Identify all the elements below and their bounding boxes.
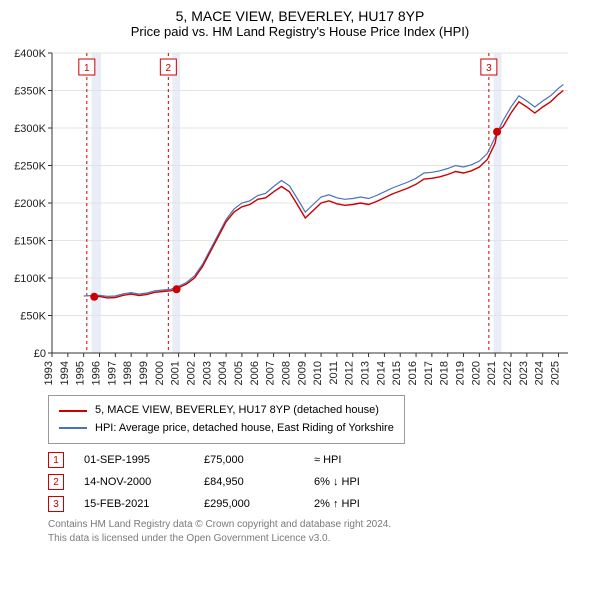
- svg-text:1996: 1996: [90, 361, 102, 385]
- svg-text:£150K: £150K: [14, 236, 46, 248]
- annotation-delta: 2% ↑ HPI: [314, 498, 360, 510]
- svg-text:1: 1: [84, 63, 90, 74]
- svg-text:£0: £0: [34, 348, 46, 360]
- svg-text:2016: 2016: [407, 361, 419, 385]
- svg-text:2000: 2000: [154, 361, 166, 385]
- legend-label-red: 5, MACE VIEW, BEVERLEY, HU17 8YP (detach…: [95, 402, 379, 420]
- svg-text:1998: 1998: [122, 361, 134, 385]
- legend-row-blue: HPI: Average price, detached house, East…: [59, 420, 394, 438]
- svg-text:£50K: £50K: [20, 311, 46, 323]
- annotation-row: 3 15-FEB-2021 £295,000 2% ↑ HPI: [48, 496, 592, 512]
- svg-text:£350K: £350K: [14, 86, 46, 98]
- svg-text:2021: 2021: [486, 361, 498, 385]
- svg-text:2017: 2017: [423, 361, 435, 385]
- annotation-price: £295,000: [204, 498, 294, 510]
- svg-text:2019: 2019: [455, 361, 467, 385]
- svg-text:2: 2: [166, 63, 172, 74]
- line-chart-svg: £0 £50K £100K £150K £200K £250K £300K £350K £400…: [8, 47, 568, 387]
- svg-text:1999: 1999: [138, 361, 150, 385]
- svg-text:2007: 2007: [265, 361, 277, 385]
- legend-swatch-blue: [59, 427, 87, 429]
- legend-row-red: 5, MACE VIEW, BEVERLEY, HU17 8YP (detach…: [59, 402, 394, 420]
- annotation-date: 14-NOV-2000: [84, 476, 184, 488]
- svg-text:2002: 2002: [185, 361, 197, 385]
- annotation-price: £75,000: [204, 454, 294, 466]
- svg-text:2006: 2006: [249, 361, 261, 385]
- svg-text:2025: 2025: [550, 361, 562, 385]
- annotation-row: 1 01-SEP-1995 £75,000 ≈ HPI: [48, 452, 592, 468]
- annotation-price: £84,950: [204, 476, 294, 488]
- chart-area: £0 £50K £100K £150K £200K £250K £300K £350K £400…: [8, 47, 592, 387]
- svg-text:2003: 2003: [201, 361, 213, 385]
- annotations-list: 1 01-SEP-1995 £75,000 ≈ HPI 2 14-NOV-2000 £84,…: [48, 452, 592, 512]
- svg-text:1993: 1993: [43, 361, 55, 385]
- svg-text:1997: 1997: [106, 361, 118, 385]
- svg-text:2001: 2001: [170, 361, 182, 385]
- svg-text:2014: 2014: [375, 361, 387, 385]
- svg-text:2011: 2011: [328, 361, 340, 385]
- svg-text:2022: 2022: [502, 361, 514, 385]
- annotation-marker: 2: [48, 474, 64, 490]
- license-line-2: This data is licensed under the Open Gov…: [48, 532, 592, 546]
- chart-title: 5, MACE VIEW, BEVERLEY, HU17 8YP: [8, 8, 592, 24]
- svg-text:2012: 2012: [344, 361, 356, 385]
- annotation-delta: 6% ↓ HPI: [314, 476, 360, 488]
- svg-text:2010: 2010: [312, 361, 324, 385]
- annotation-date: 01-SEP-1995: [84, 454, 184, 466]
- legend: 5, MACE VIEW, BEVERLEY, HU17 8YP (detach…: [48, 395, 405, 444]
- svg-text:£100K: £100K: [14, 273, 46, 285]
- license-text: Contains HM Land Registry data © Crown c…: [48, 518, 592, 546]
- chart-subtitle: Price paid vs. HM Land Registry's House …: [8, 24, 592, 39]
- annotation-marker: 3: [48, 496, 64, 512]
- svg-text:2024: 2024: [534, 361, 546, 385]
- svg-text:3: 3: [486, 63, 492, 74]
- svg-text:2005: 2005: [233, 361, 245, 385]
- svg-text:1995: 1995: [75, 361, 87, 385]
- annotation-date: 15-FEB-2021: [84, 498, 184, 510]
- license-line-1: Contains HM Land Registry data © Crown c…: [48, 518, 592, 532]
- svg-text:1994: 1994: [59, 361, 71, 385]
- svg-text:2015: 2015: [391, 361, 403, 385]
- svg-text:2023: 2023: [518, 361, 530, 385]
- svg-text:2008: 2008: [280, 361, 292, 385]
- svg-text:£400K: £400K: [14, 48, 46, 60]
- svg-text:2013: 2013: [360, 361, 372, 385]
- svg-text:2009: 2009: [296, 361, 308, 385]
- annotation-marker: 1: [48, 452, 64, 468]
- svg-text:2004: 2004: [217, 361, 229, 385]
- annotation-row: 2 14-NOV-2000 £84,950 6% ↓ HPI: [48, 474, 592, 490]
- svg-text:£250K: £250K: [14, 161, 46, 173]
- svg-text:2018: 2018: [439, 361, 451, 385]
- svg-text:£200K: £200K: [14, 198, 46, 210]
- svg-text:£300K: £300K: [14, 123, 46, 135]
- legend-label-blue: HPI: Average price, detached house, East…: [95, 420, 394, 438]
- svg-text:2020: 2020: [470, 361, 482, 385]
- annotation-delta: ≈ HPI: [314, 454, 341, 466]
- legend-swatch-red: [59, 410, 87, 412]
